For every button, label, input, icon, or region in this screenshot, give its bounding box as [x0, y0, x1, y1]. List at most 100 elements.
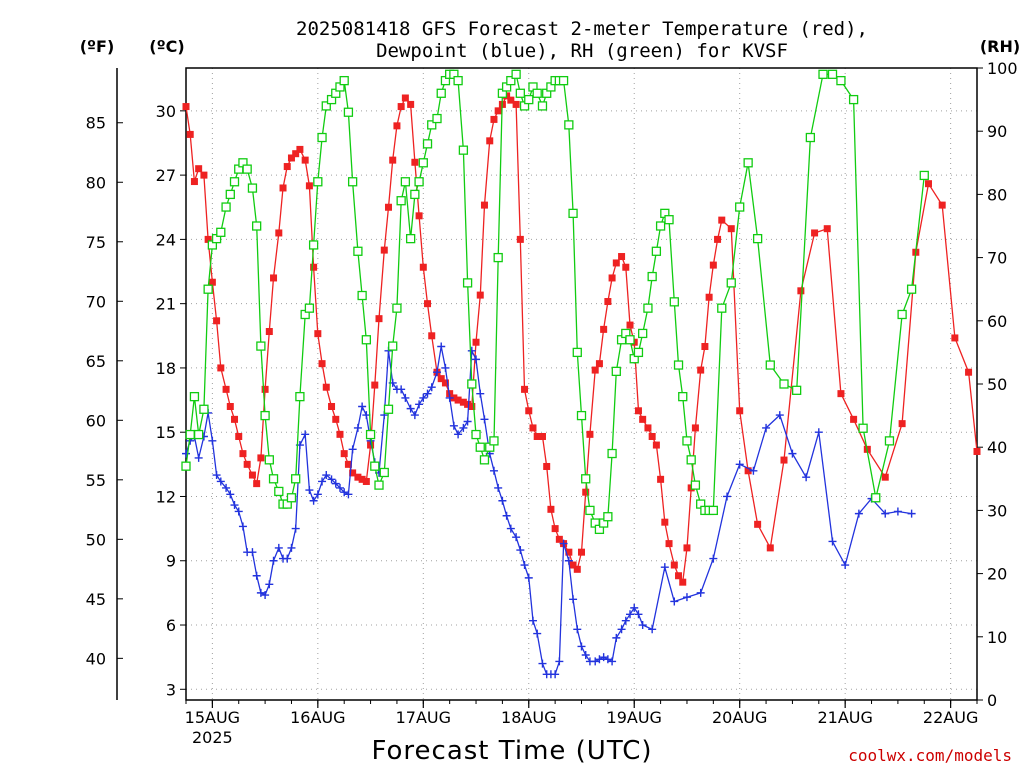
rh-point [906, 284, 917, 294]
dewpoint-point [261, 591, 270, 600]
dewpoint-point [301, 430, 310, 439]
temperature-point [384, 203, 392, 211]
rh-point [304, 303, 315, 313]
temperature-point [411, 158, 419, 166]
fahrenheit-tick-label: 50 [86, 530, 106, 549]
rh-point [625, 335, 635, 345]
rh-point [264, 455, 274, 465]
rh-point [805, 132, 816, 143]
temperature-point [217, 364, 225, 372]
temperature-point [261, 385, 269, 393]
dewpoint-point [182, 449, 190, 458]
rh-point [418, 158, 428, 168]
rh-point [383, 404, 394, 414]
rh-point [339, 75, 349, 86]
temperature-point [428, 332, 436, 340]
temperature-point [401, 94, 409, 102]
temperature-point [318, 360, 326, 368]
temperature-point [639, 415, 647, 423]
fahrenheit-tick-label: 65 [86, 352, 106, 371]
temperature-point [626, 321, 634, 329]
rh-point [379, 467, 389, 478]
temperature-point [551, 525, 559, 533]
rh-point [919, 170, 929, 181]
dewpoint-point [362, 411, 371, 420]
temperature-point [389, 156, 397, 164]
rh-point [400, 177, 411, 187]
temperature-point [490, 115, 498, 123]
dewpoint-point [512, 533, 521, 542]
dewpoint-point [212, 471, 221, 480]
dewpoint-point [494, 483, 503, 492]
rh-point [690, 480, 701, 490]
dewpoint-point [480, 415, 489, 424]
dewpoint-point [406, 404, 415, 413]
rh-point [568, 208, 578, 219]
temperature-point [547, 505, 555, 513]
temperature-point [727, 225, 735, 233]
temperature-point [407, 100, 415, 108]
rh-tick-label: 100 [987, 59, 1018, 78]
temperature-point [279, 184, 287, 192]
temperature-point [243, 460, 251, 468]
dewpoint-point [445, 393, 454, 402]
rh-point [827, 69, 838, 79]
credit-link[interactable]: coolwx.com/models [848, 746, 1012, 765]
temperature-point [468, 402, 476, 410]
rh-point [199, 404, 209, 414]
dewpoint-point [626, 610, 635, 619]
x-tick-label: 16AUG [290, 708, 345, 727]
temperature-point [459, 398, 467, 406]
dewpoint-point [459, 423, 468, 432]
temperature-point [437, 375, 445, 383]
rh-point [607, 448, 617, 459]
rh-point [229, 177, 240, 187]
rh-point [467, 379, 477, 389]
rh-tick-label: 40 [987, 438, 1007, 457]
temperature-point [424, 300, 432, 308]
rh-point [414, 177, 424, 187]
rh-point [558, 75, 569, 86]
dewpoint-point [433, 368, 442, 377]
temperature-point [525, 407, 533, 415]
dewpoint-point [506, 524, 515, 533]
dewpoint-point [194, 453, 203, 462]
dewpoint-point [238, 522, 247, 531]
rh-point [374, 480, 384, 490]
rh-point [655, 221, 666, 231]
temperature-point [938, 201, 946, 209]
rh-point [515, 88, 525, 98]
temperature-point [419, 263, 427, 271]
temperature-point [310, 263, 318, 271]
dewpoint-point [283, 554, 292, 563]
rh-point [462, 278, 473, 288]
rh-point [388, 341, 398, 351]
dewpoint-point [573, 625, 582, 634]
temperature-point [464, 400, 472, 408]
rh-point [506, 75, 516, 86]
rh-point [475, 442, 485, 452]
temperature-point [701, 343, 709, 351]
dewpoint-point [309, 496, 318, 505]
temperature-point [358, 475, 366, 483]
rh-point [792, 385, 802, 395]
dewpoint-point [208, 436, 217, 445]
dewpoint-point [410, 411, 419, 420]
axes [116, 67, 983, 708]
dewpoint-point [419, 393, 428, 402]
temperature-point [340, 450, 348, 458]
temperature-point [397, 103, 405, 111]
rh-point [203, 284, 213, 294]
dewpoint-point [226, 490, 235, 499]
temperature-point [371, 381, 379, 389]
temperature-point [661, 518, 669, 526]
rh-point [260, 410, 270, 421]
temperature-point [239, 450, 247, 458]
temperature-point [441, 379, 449, 387]
temperature-point [182, 103, 190, 111]
dewpoint-point [788, 449, 797, 458]
rh-tick-label: 60 [987, 312, 1007, 331]
rh-point [422, 139, 433, 149]
temperature-point [349, 469, 357, 477]
rh-point [347, 177, 358, 187]
